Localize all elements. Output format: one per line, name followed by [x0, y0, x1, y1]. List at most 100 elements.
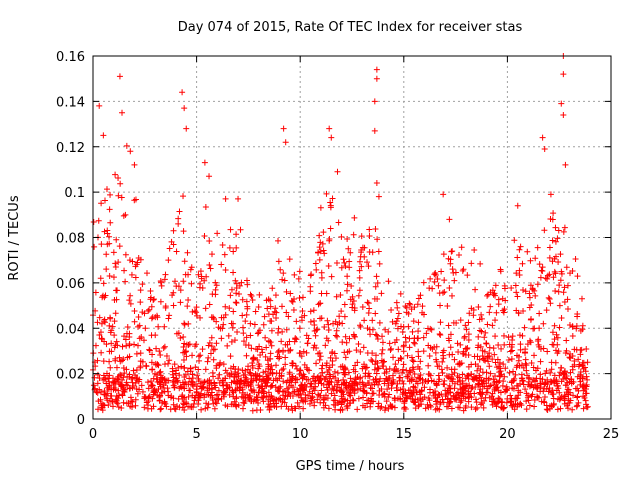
data-point [539, 134, 546, 141]
data-point [98, 335, 105, 342]
data-point [365, 397, 372, 404]
data-point [541, 394, 548, 401]
data-point [227, 226, 234, 233]
data-point [524, 248, 531, 255]
data-point [507, 348, 514, 355]
data-point [349, 378, 356, 385]
data-point [527, 316, 534, 323]
data-point [364, 325, 371, 332]
data-point [501, 282, 508, 289]
data-point [360, 387, 367, 394]
data-point [553, 331, 560, 338]
data-point [343, 339, 350, 346]
data-point [280, 125, 287, 132]
data-point [299, 397, 306, 404]
data-point [546, 254, 553, 261]
data-point [374, 295, 381, 302]
data-point [407, 301, 414, 308]
data-point [495, 301, 502, 308]
data-point [468, 260, 475, 267]
data-point [375, 248, 382, 255]
data-point [132, 396, 139, 403]
data-point [268, 342, 275, 349]
data-point [583, 390, 590, 397]
data-point [268, 362, 275, 369]
data-point [306, 388, 313, 395]
data-point [454, 340, 461, 347]
data-point [180, 400, 187, 407]
data-point [385, 382, 392, 389]
data-point [162, 304, 169, 311]
data-point [262, 353, 269, 360]
data-point [181, 381, 188, 388]
data-point [170, 302, 177, 309]
data-point [111, 332, 118, 339]
data-point [351, 390, 358, 397]
data-point [512, 282, 519, 289]
data-point [105, 375, 112, 382]
data-point [96, 331, 103, 338]
data-point [521, 349, 528, 356]
data-point [107, 398, 114, 405]
data-point [490, 291, 497, 298]
data-point [121, 389, 128, 396]
data-point [192, 364, 199, 371]
data-point [210, 373, 217, 380]
data-point [472, 396, 479, 403]
data-point [400, 380, 407, 387]
data-point [202, 305, 209, 312]
data-point [580, 359, 587, 366]
data-point [158, 405, 165, 412]
data-point [251, 321, 258, 328]
data-point [574, 273, 581, 280]
data-point [275, 385, 282, 392]
data-point [547, 215, 554, 222]
data-point [243, 311, 250, 318]
data-point [344, 235, 351, 242]
data-point [313, 266, 320, 273]
data-point [333, 327, 340, 334]
data-point [109, 403, 116, 410]
data-point [112, 357, 119, 364]
data-point [534, 384, 541, 391]
data-point [345, 245, 352, 252]
data-point [493, 403, 500, 410]
data-point [396, 374, 403, 381]
data-point [98, 349, 105, 356]
data-point [532, 367, 539, 374]
data-point [417, 395, 424, 402]
data-point [201, 159, 208, 166]
data-point [232, 368, 239, 375]
data-point [413, 378, 420, 385]
data-point [275, 349, 282, 356]
data-point [114, 287, 121, 294]
data-point [374, 335, 381, 342]
data-point [458, 244, 465, 251]
data-point [162, 271, 169, 278]
data-point [195, 353, 202, 360]
data-point [441, 288, 448, 295]
data-point [253, 397, 260, 404]
data-point [575, 356, 582, 363]
data-point [94, 371, 101, 378]
data-point [107, 191, 114, 198]
data-point [267, 350, 274, 357]
data-point [144, 379, 151, 386]
data-point [512, 371, 519, 378]
y-tick-label: 0.02 [56, 368, 85, 383]
data-point [410, 384, 417, 391]
data-point [307, 308, 314, 315]
data-point [352, 362, 359, 369]
data-point [579, 322, 586, 329]
data-point [120, 356, 127, 363]
data-point [386, 340, 393, 347]
data-point [350, 297, 357, 304]
data-point [184, 249, 191, 256]
data-point [510, 385, 517, 392]
data-point [227, 292, 234, 299]
data-point [141, 395, 148, 402]
data-point [278, 373, 285, 380]
data-point [457, 393, 464, 400]
data-point [558, 378, 565, 385]
data-point [558, 268, 565, 275]
